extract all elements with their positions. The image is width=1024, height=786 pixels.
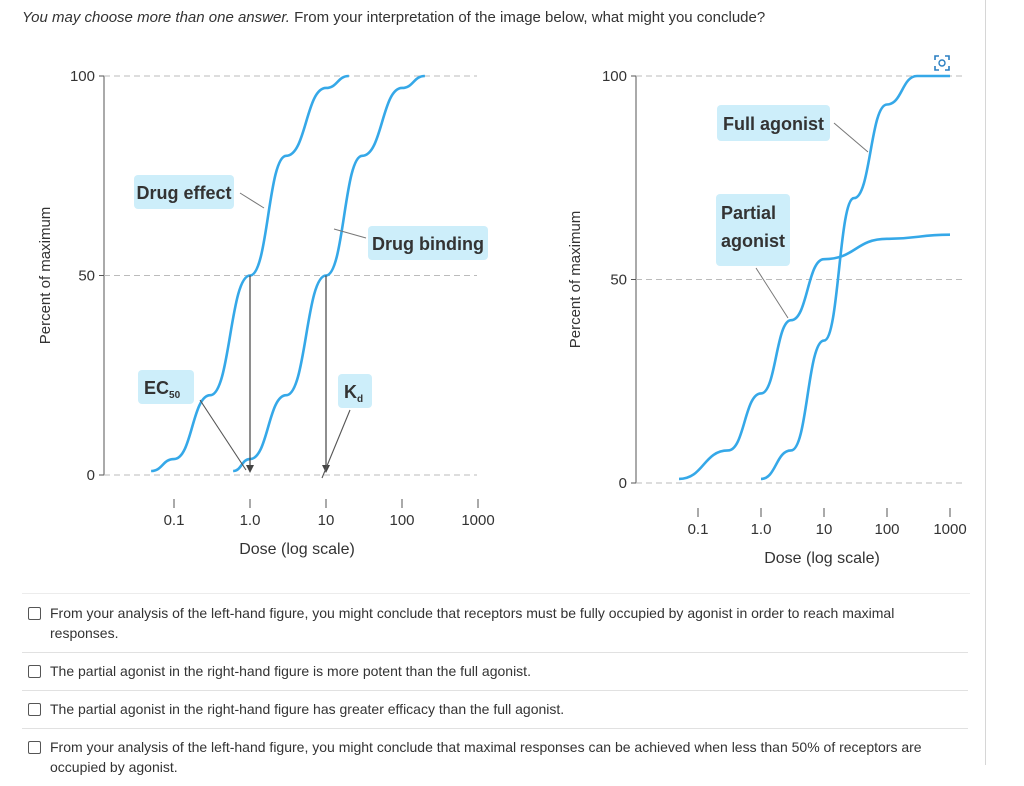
answer-checkbox[interactable] <box>28 607 41 620</box>
series-label-pointer <box>755 267 789 319</box>
y-tick-label: 100 <box>602 68 627 85</box>
series-label-pointer <box>239 192 265 209</box>
chart-panel-1: 0 50 100 0.1 1.0 10 100 1000 Dose (log scale) Per… <box>37 68 495 558</box>
chart-panel-2: 0 50 100 0.1 1.0 10 100 1000 Dose (log scale) Per… <box>567 68 967 567</box>
y-axis-title: Percent of maximum <box>567 211 584 349</box>
series-label-pointer <box>833 122 869 153</box>
x-tick-label: 0.1 <box>164 512 185 529</box>
answer-checkbox[interactable] <box>28 703 41 716</box>
x-tick-label: 10 <box>816 521 833 538</box>
question-hint: You may choose more than one answer. <box>22 9 290 26</box>
x-axis-title: Dose (log scale) <box>239 541 355 558</box>
kd-label-box <box>338 374 372 408</box>
ec50-arrow <box>246 465 254 473</box>
x-tick-label: 1.0 <box>240 512 261 529</box>
ec50-label-box <box>138 370 194 404</box>
y-tick-label: 50 <box>78 268 95 285</box>
series-label-box <box>717 105 830 141</box>
question-figure: 0 50 100 0.1 1.0 10 100 1000 Dose (log scale) Per… <box>22 38 970 594</box>
x-axis-title: Dose (log scale) <box>764 550 880 567</box>
series-label-box <box>134 175 234 209</box>
x-tick-label: 100 <box>874 521 899 538</box>
y-tick-label: 50 <box>610 272 627 289</box>
x-tick-label: 100 <box>389 512 414 529</box>
y-tick-label: 100 <box>70 68 95 85</box>
series-label: Drug effect <box>136 183 231 203</box>
answer-option[interactable]: The partial agonist in the right-hand fi… <box>22 653 968 691</box>
series-label-pointer <box>333 228 367 239</box>
series-label: Drug binding <box>372 234 484 254</box>
x-tick-label: 1.0 <box>751 521 772 538</box>
answer-option[interactable]: From your analysis of the left-hand figu… <box>22 729 968 786</box>
answer-option-text: From your analysis of the left-hand figu… <box>50 605 895 641</box>
series-line-2 <box>232 74 426 473</box>
question-panel: You may choose more than one answer. Fro… <box>22 0 986 775</box>
kd-pointer <box>321 409 351 479</box>
answer-options: From your analysis of the left-hand figu… <box>22 595 968 786</box>
answer-option[interactable]: The partial agonist in the right-hand fi… <box>22 691 968 729</box>
y-axis-title: Percent of maximum <box>37 207 54 345</box>
x-tick-label: 10 <box>318 512 335 529</box>
answer-checkbox[interactable] <box>28 741 41 754</box>
series-label: Full agonist <box>723 114 824 134</box>
series-label-box <box>716 194 790 266</box>
x-tick-label: 1000 <box>933 521 966 538</box>
question-text: From your interpretation of the image be… <box>294 9 766 26</box>
series-label: Partial <box>721 203 776 223</box>
answer-option-text: The partial agonist in the right-hand fi… <box>50 663 531 679</box>
x-tick-label: 0.1 <box>688 521 709 538</box>
series-label-box <box>368 226 488 260</box>
expand-image-icon[interactable] <box>933 54 951 72</box>
series-line-2 <box>678 233 951 481</box>
answer-option-text: From your analysis of the left-hand figu… <box>50 739 922 775</box>
answer-option[interactable]: From your analysis of the left-hand figu… <box>22 595 968 653</box>
x-tick-label: 1000 <box>461 512 494 529</box>
y-tick-label: 0 <box>87 467 95 484</box>
question-prompt: You may choose more than one answer. Fro… <box>22 9 765 26</box>
answer-option-text: The partial agonist in the right-hand fi… <box>50 701 565 717</box>
series-label: agonist <box>721 231 785 251</box>
ec50-pointer <box>199 399 247 471</box>
series-line-1 <box>760 74 950 481</box>
answer-checkbox[interactable] <box>28 665 41 678</box>
y-tick-label: 0 <box>619 475 627 492</box>
